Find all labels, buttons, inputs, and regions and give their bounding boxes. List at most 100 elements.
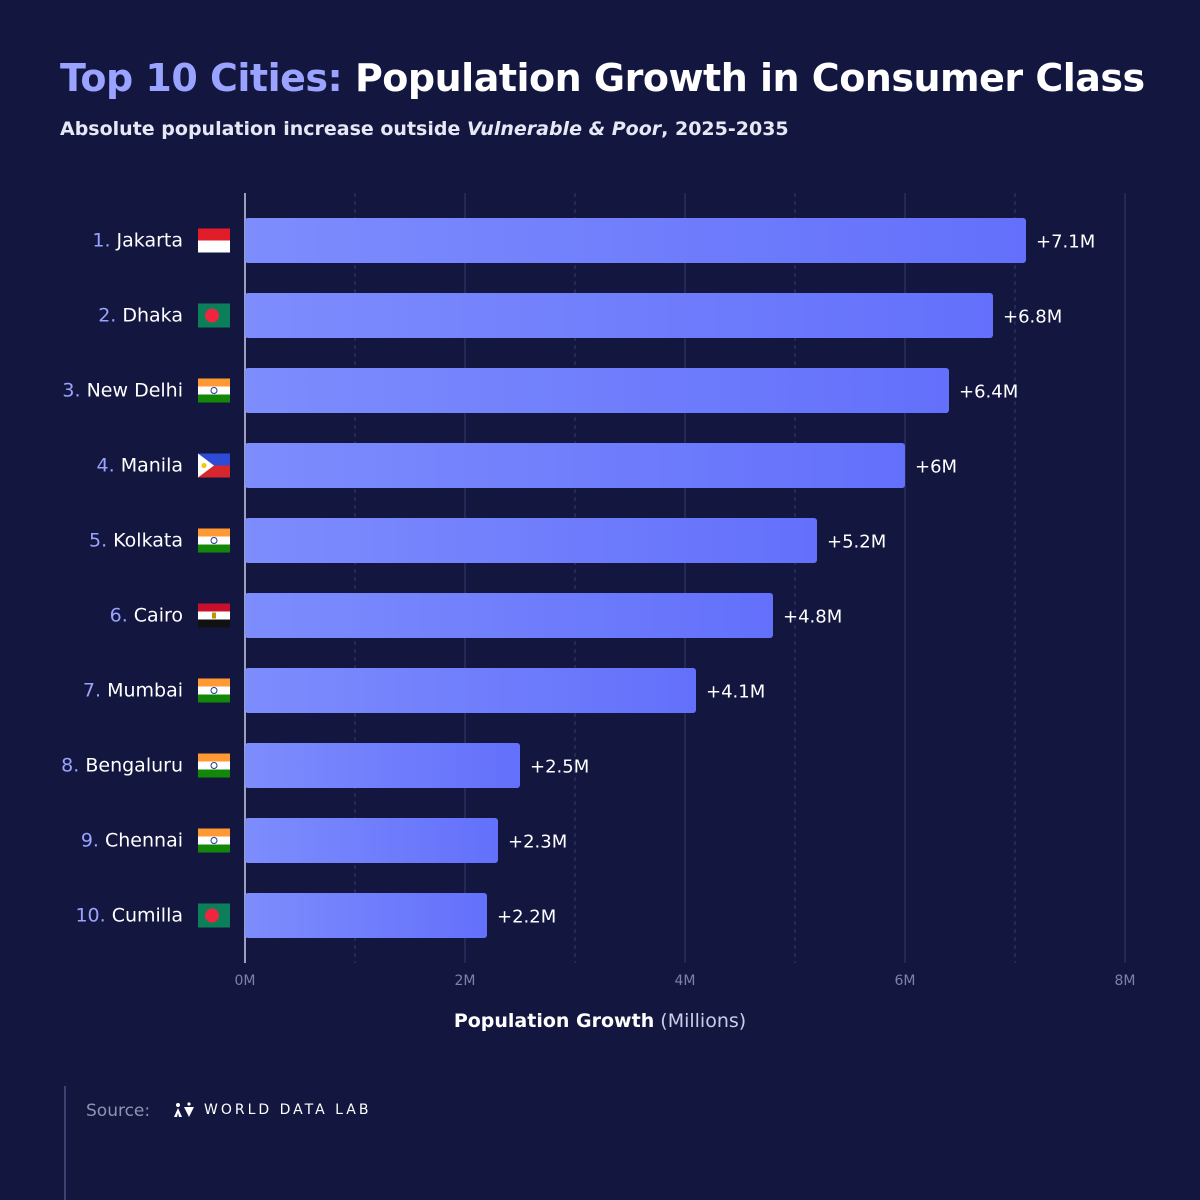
bars: +7.1M +6.8M +6.4M +6M +5.2M +4.8M +4.1M +2.5M +2… — [245, 218, 1095, 938]
flag-stripe — [198, 686, 230, 695]
philippines-flag — [198, 453, 230, 478]
rank-number: 9. — [81, 830, 105, 852]
city-name: Dhaka — [122, 305, 183, 327]
rank-number: 8. — [61, 755, 85, 777]
chart-title: Top 10 Cities: Population Growth in Cons… — [60, 56, 1145, 100]
flag-stripe — [198, 769, 230, 778]
bar — [245, 443, 905, 488]
category-label: 1. Jakarta — [92, 230, 183, 252]
category-label: 4. Manila — [97, 455, 183, 477]
rank-number: 5. — [89, 530, 113, 552]
city-name: New Delhi — [87, 380, 183, 402]
category-label: 10. Cumilla — [75, 905, 183, 927]
flag-stripe — [198, 828, 230, 837]
x-tick-label: 0M — [235, 973, 256, 989]
india-flag — [198, 378, 230, 403]
value-label: +5.2M — [827, 532, 886, 553]
value-label: +2.5M — [530, 757, 589, 778]
flag-stripe — [198, 544, 230, 553]
chart-subtitle: Absolute population increase outside Vul… — [60, 118, 789, 140]
india-flag — [198, 828, 230, 853]
bar — [245, 518, 817, 563]
x-axis-ticks: 0M 2M 4M 6M 8M — [235, 973, 1136, 989]
title-accent: Top 10 Cities: — [60, 56, 343, 100]
bar — [245, 368, 949, 413]
category-label: 2. Dhaka — [98, 305, 183, 327]
city-name: Manila — [121, 455, 183, 477]
flag-stripe — [198, 240, 230, 253]
flag-stripe — [198, 378, 230, 387]
bangladesh-flag — [198, 903, 230, 928]
bar — [245, 668, 696, 713]
flag-stripe — [198, 394, 230, 403]
flag-sun — [201, 462, 207, 469]
flag-wheel — [210, 837, 218, 844]
flag-wheel — [210, 762, 218, 769]
category-label: 8. Bengaluru — [61, 755, 183, 777]
flag-stripe — [198, 619, 230, 628]
world-data-lab-icon — [174, 1102, 194, 1117]
value-label: +4.1M — [706, 682, 765, 703]
value-label: +6M — [915, 457, 957, 478]
city-name: Bengaluru — [85, 755, 183, 777]
city-name: Cumilla — [112, 905, 183, 927]
rank-number: 3. — [62, 380, 86, 402]
value-label: +2.2M — [497, 907, 556, 928]
subtitle-prefix: Absolute population increase outside — [60, 118, 467, 140]
title-main: Population Growth in Consumer Class — [354, 56, 1145, 100]
flag-wheel — [210, 537, 218, 544]
value-label: +4.8M — [783, 607, 842, 628]
indonesia-flag — [198, 228, 230, 253]
flag-stripe — [198, 761, 230, 770]
flag-wheel — [210, 387, 218, 394]
bar — [245, 893, 487, 938]
bar — [245, 218, 1026, 263]
x-tick-label: 4M — [675, 973, 696, 989]
x-tick-label: 2M — [455, 973, 476, 989]
flag-stripe — [198, 844, 230, 853]
bar — [245, 593, 773, 638]
city-name: Mumbai — [107, 680, 183, 702]
value-label: +7.1M — [1036, 232, 1095, 253]
category-label: 7. Mumbai — [83, 680, 183, 702]
rank-number: 7. — [83, 680, 107, 702]
india-flag — [198, 528, 230, 553]
subtitle-suffix: , 2025-2035 — [661, 118, 789, 140]
rank-number: 10. — [75, 905, 111, 927]
flag-stripe — [198, 536, 230, 545]
bar-chart: +7.1M +6.8M +6.4M +6M +5.2M +4.8M +4.1M +2.5M +2… — [61, 193, 1136, 989]
egypt-flag — [198, 603, 230, 628]
flag-stripe — [198, 836, 230, 845]
bar — [245, 743, 520, 788]
flag-stripe — [198, 386, 230, 395]
flag-stripe — [198, 678, 230, 687]
category-label: 5. Kolkata — [89, 530, 183, 552]
city-name: Kolkata — [113, 530, 183, 552]
flag-stripe — [198, 753, 230, 762]
india-flag — [198, 753, 230, 778]
flag-stripe — [198, 694, 230, 703]
brand-logo: WORLD DATA LAB — [174, 1102, 371, 1118]
bangladesh-flag — [198, 303, 230, 328]
category-labels: 1. Jakarta 2. Dhaka 3. New Delhi 4. Manila 5… — [61, 228, 230, 928]
flag-stripe — [198, 228, 230, 241]
bar — [245, 293, 993, 338]
flag-stripe — [198, 528, 230, 537]
source-label: Source: — [86, 1101, 151, 1121]
x-axis-label-unit: (Millions) — [660, 1010, 747, 1032]
india-flag — [198, 678, 230, 703]
value-label: +2.3M — [508, 832, 567, 853]
brand-name: WORLD DATA LAB — [204, 1102, 372, 1118]
flag-wheel — [210, 687, 218, 694]
city-name: Cairo — [134, 605, 183, 627]
x-tick-label: 6M — [895, 973, 916, 989]
city-name: Chennai — [105, 830, 183, 852]
footer-divider — [64, 1086, 66, 1200]
value-label: +6.4M — [959, 382, 1018, 403]
x-axis-label-main: Population Growth — [453, 1010, 655, 1032]
rank-number: 4. — [97, 455, 121, 477]
city-name: Jakarta — [116, 230, 183, 252]
category-label: 3. New Delhi — [62, 380, 183, 402]
rank-number: 2. — [98, 305, 122, 327]
value-label: +6.8M — [1003, 307, 1062, 328]
